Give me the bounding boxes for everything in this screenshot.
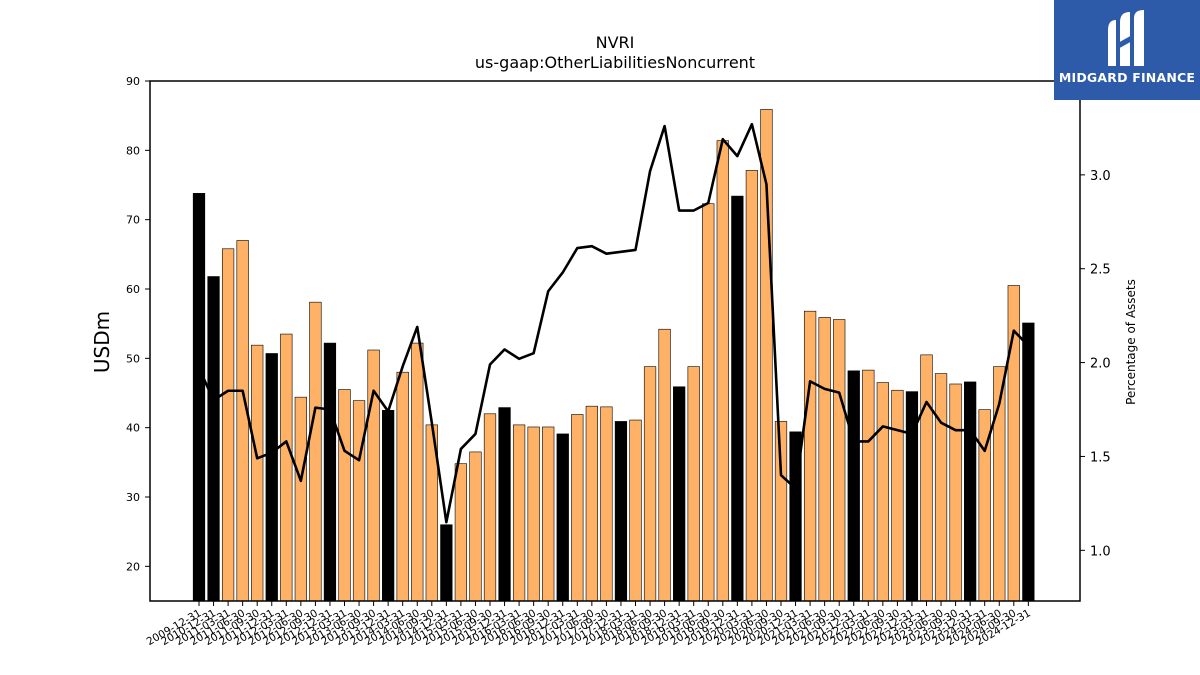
line-series [197,122,1030,524]
bar-2011-06-30 [236,240,249,602]
bar-2023-12-31 [964,381,977,602]
bar-2015-03-31 [454,463,468,602]
bar-2020-09-30 [774,421,788,602]
bar-2016-06-30 [527,426,540,602]
bar-2012-09-30 [309,301,322,602]
bar-2021-06-30 [818,317,831,602]
bar-2019-06-30 [702,203,715,602]
y-tick-label: 90 [126,75,140,88]
bar-2017-03-31 [571,414,584,602]
bar-2013-06-30 [352,400,366,602]
bar-2015-09-30 [483,413,497,602]
bar-2018-03-31 [629,419,642,602]
y-tick-label: 40 [126,422,140,435]
y-tick-label: 60 [126,283,140,296]
bar-2014-12-31 [440,524,453,602]
bar-2020-03-31 [745,170,759,602]
bar-2023-09-30 [949,383,962,602]
bar-2017-12-31 [614,421,628,602]
bar-2012-06-30 [294,396,307,602]
bar-2014-03-31 [396,371,409,602]
y2-tick-label: 3.0 [1090,169,1111,184]
y-tick-label: 80 [126,144,140,157]
bar-2009-12-31 [192,193,206,602]
chart-title: NVRI [596,33,635,52]
bar-2021-09-30 [833,319,846,602]
bar-2015-12-31 [498,407,511,602]
brand-name: MIDGARD FINANCE [1058,70,1196,85]
bar-2022-03-31 [862,369,875,602]
bar-2019-12-31 [731,195,744,602]
y2-tick-label: 2.0 [1090,357,1111,372]
bar-2021-03-31 [803,310,817,602]
bar-2021-12-31 [847,370,860,602]
y-tick-label: 70 [126,214,140,227]
bar-2017-09-30 [600,406,613,602]
bar-2016-03-31 [512,424,526,602]
bar-2024-12-31 [1022,322,1035,602]
y2-tick-label: 1.5 [1090,450,1111,465]
bar-2018-06-30 [643,366,657,602]
y2-tick-label: 1.0 [1090,544,1111,559]
bar-series [192,109,1035,602]
bar-2019-03-31 [687,366,700,602]
bar-2012-03-31 [280,333,293,602]
y-axis-label: USDm [90,311,114,373]
y2-axis: 1.0 1.5 2.0 2.5 3.0 [1080,169,1111,559]
bar-2013-12-31 [382,410,395,602]
bar-2013-09-30 [367,349,380,602]
bar-2019-09-30 [716,140,729,602]
bar-2013-03-31 [338,389,351,602]
bar-2022-09-30 [891,389,904,602]
bar-2022-06-30 [876,382,889,602]
x-axis: 2009-12-312010-12-312011-03-312011-06-30… [145,601,1033,648]
bar-2010-12-31 [207,276,220,602]
y-tick-label: 20 [126,560,140,573]
bar-2023-06-30 [934,373,948,602]
bar-2016-09-30 [542,426,555,602]
bar-2012-12-31 [323,342,337,602]
y-axis: 20 30 40 50 60 70 80 90 [126,75,150,573]
bar-2011-03-31 [221,248,235,602]
bar-2018-09-30 [658,328,671,602]
y-tick-label: 30 [126,491,140,504]
bar-2011-12-31 [265,353,278,602]
y2-axis-label: Percentage of Assets [1124,279,1138,405]
y-tick-label: 50 [126,352,140,365]
bar-2014-06-30 [411,342,424,602]
midgard-logo-icon [1108,10,1144,66]
bar-2015-06-30 [469,451,482,602]
bar-2023-03-31 [920,354,933,602]
bar-2018-12-31 [673,386,686,602]
bar-2011-09-30 [251,344,264,602]
bar-2017-06-30 [585,405,598,602]
chart-subtitle: us-gaap:OtherLiabilitiesNoncurrent [475,53,755,72]
plot-frame [149,80,1081,602]
bar-2016-12-31 [556,433,569,602]
brand-logo: MIDGARD FINANCE [1054,0,1200,100]
y2-tick-label: 2.5 [1090,263,1111,278]
percentage-line [197,122,1030,524]
